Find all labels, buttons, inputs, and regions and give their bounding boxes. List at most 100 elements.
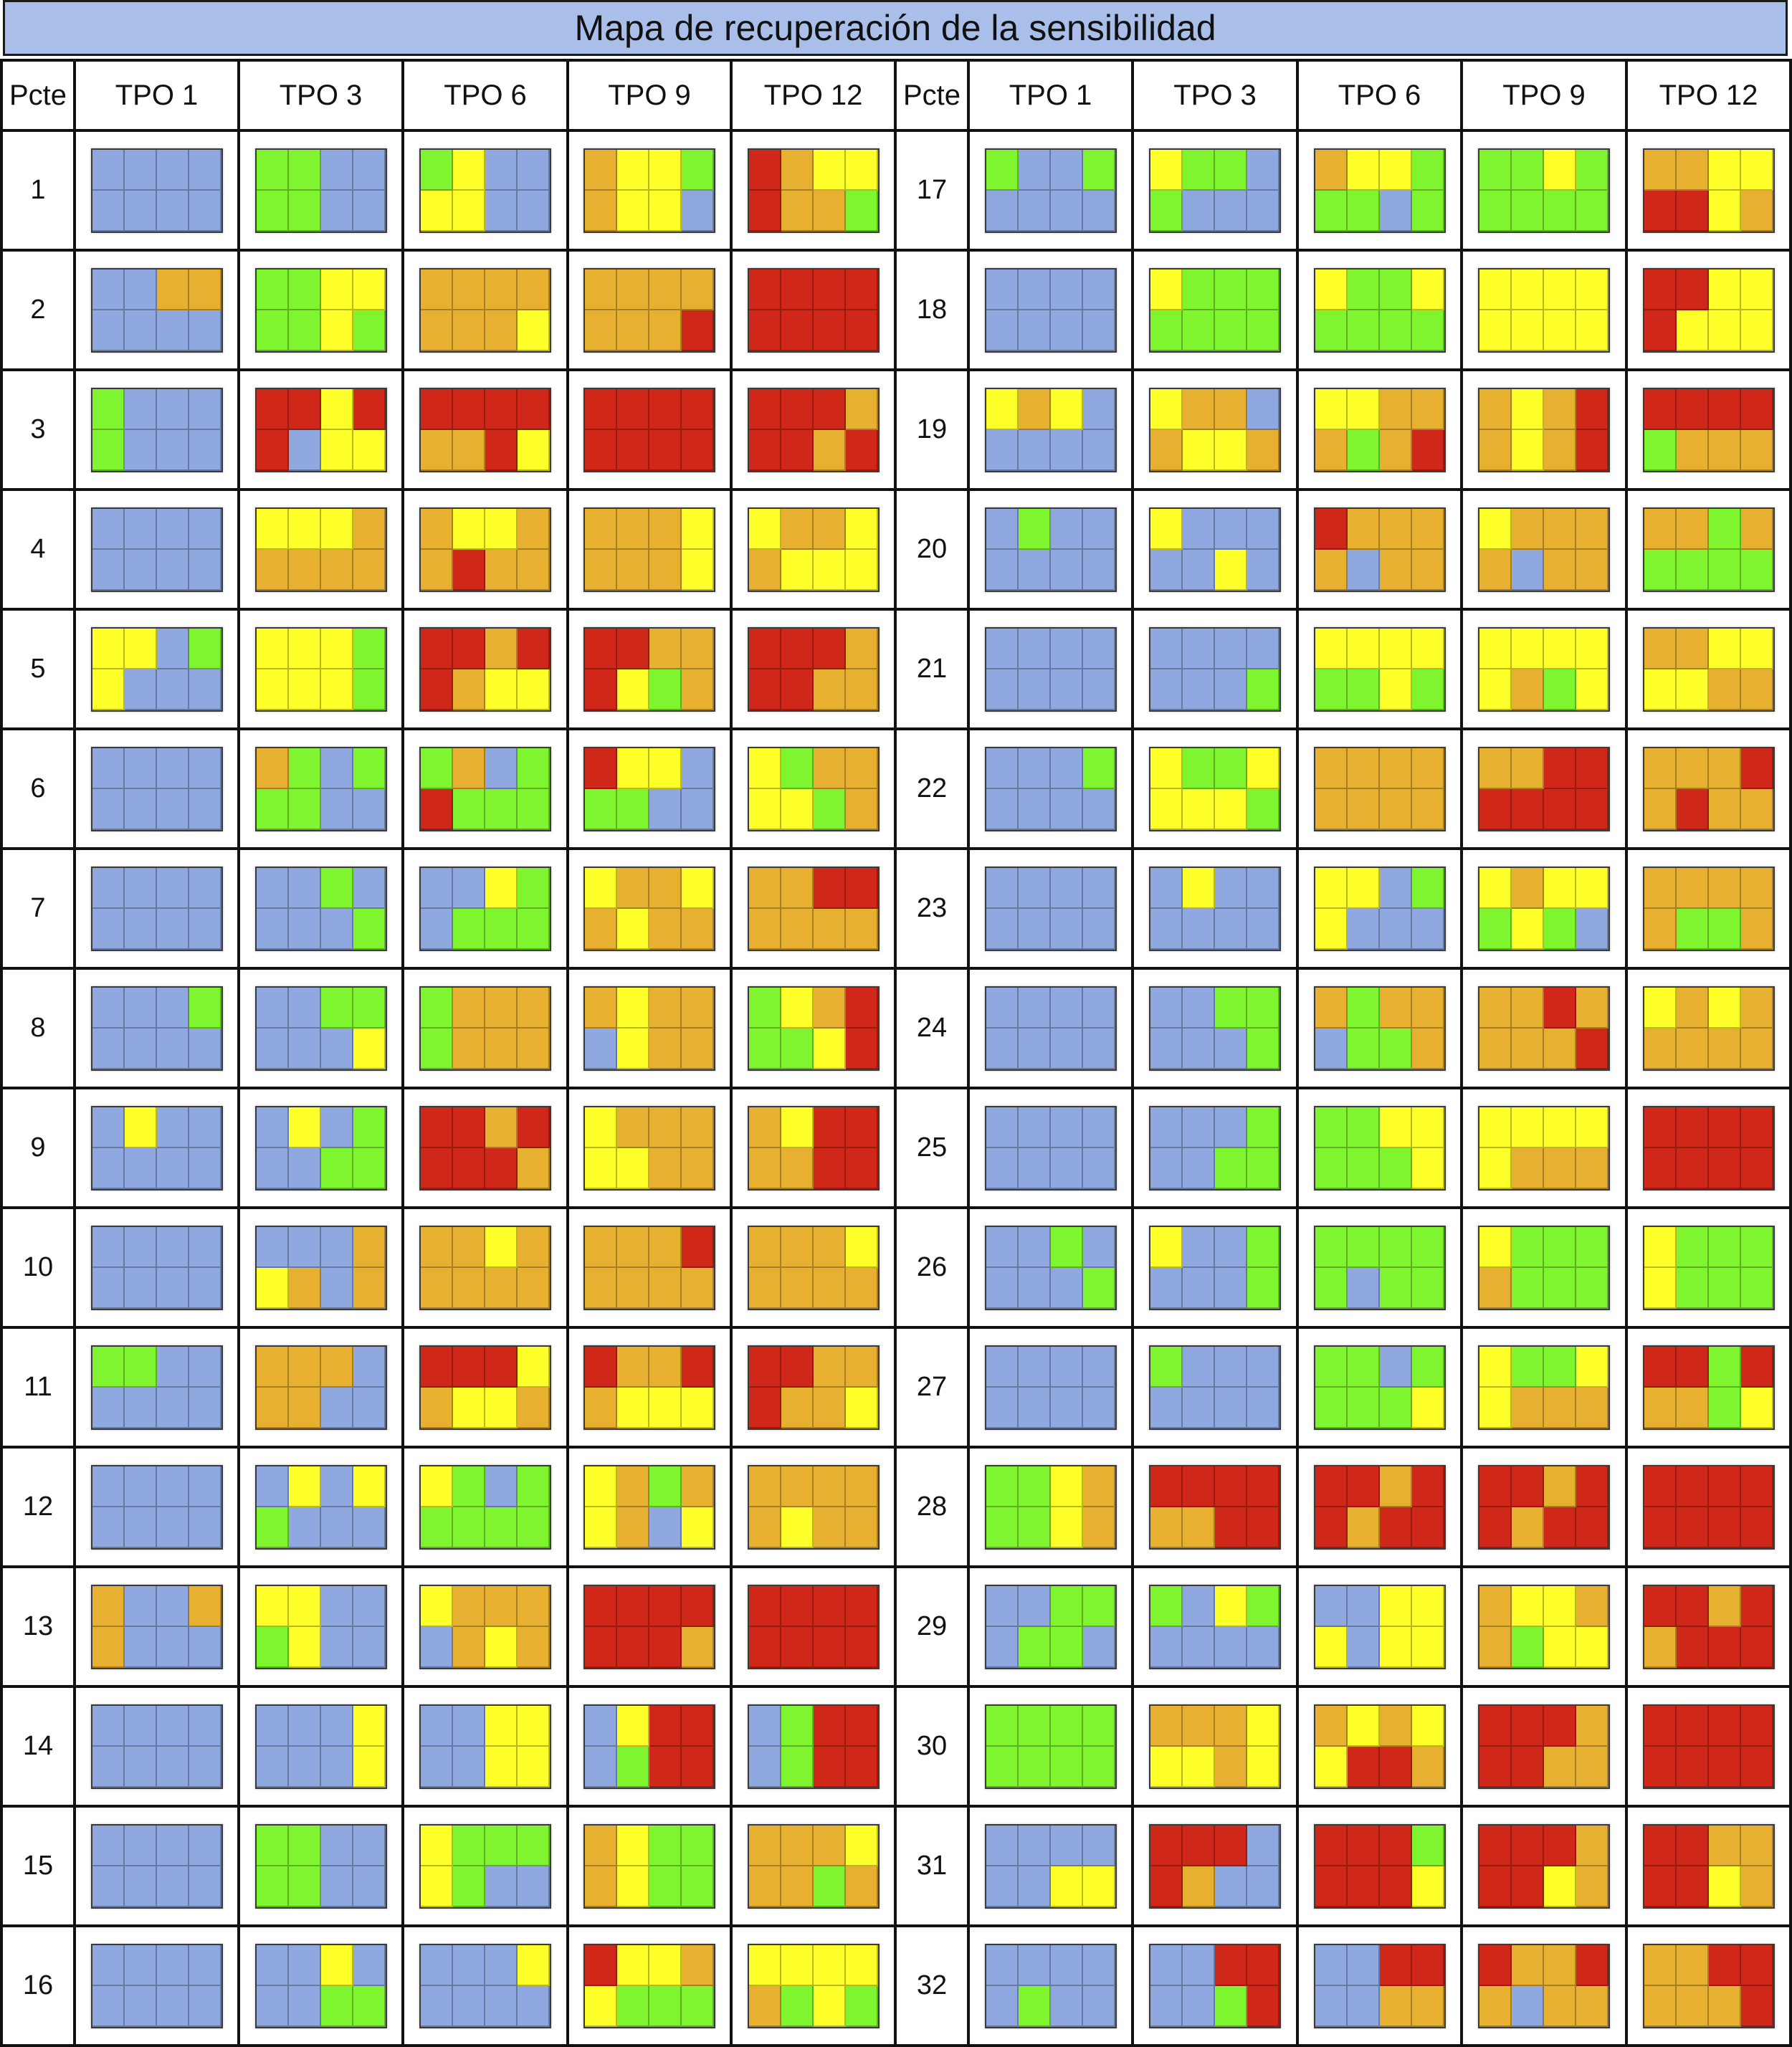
zone-orange	[1512, 1507, 1544, 1548]
zone-red	[1544, 987, 1576, 1029]
zone-orange	[682, 1945, 714, 1986]
zone-yellow	[1411, 1107, 1444, 1148]
zone-blue	[1315, 1985, 1348, 2027]
zone-orange	[813, 508, 846, 550]
zone-yellow	[1183, 1746, 1215, 1788]
zone-red	[518, 388, 550, 430]
zone-orange	[748, 867, 781, 909]
zone-orange	[1082, 1466, 1115, 1507]
zone-green	[485, 1507, 518, 1548]
sensitivity-map	[1149, 1225, 1281, 1310]
zone-green	[485, 908, 518, 950]
zone-red	[845, 1626, 878, 1668]
zone-orange	[585, 549, 617, 591]
zone-green	[1215, 1147, 1247, 1189]
zone-yellow	[617, 1028, 649, 1069]
sensitivity-map	[254, 1225, 387, 1310]
zone-red	[585, 1626, 617, 1668]
zone-green	[1215, 748, 1247, 789]
zone-red	[1676, 190, 1709, 232]
zone-blue	[1082, 508, 1115, 550]
sensitivity-map	[984, 1943, 1117, 2028]
zone-orange	[682, 628, 714, 669]
map-cell	[1628, 371, 1792, 491]
sensitivity-map	[984, 1823, 1117, 1909]
zone-yellow	[1544, 1626, 1576, 1668]
map-cell	[970, 1449, 1134, 1568]
sensitivity-map	[419, 626, 551, 712]
zone-blue	[1183, 1626, 1215, 1668]
map-cell	[733, 611, 897, 730]
zone-yellow	[485, 867, 518, 909]
map-cell	[569, 1089, 733, 1209]
zone-yellow	[1576, 310, 1608, 351]
zone-orange	[682, 1028, 714, 1069]
zone-blue	[189, 748, 221, 789]
patient-id: 30	[897, 1688, 970, 1808]
map-cell	[1299, 1209, 1463, 1329]
zone-yellow	[453, 149, 485, 191]
zone-blue	[353, 867, 386, 909]
zone-blue	[156, 788, 189, 830]
zone-yellow	[320, 310, 353, 351]
map-cell	[569, 1568, 733, 1688]
zone-blue	[353, 149, 386, 191]
sensitivity-map	[1313, 1584, 1446, 1669]
zone-blue	[256, 1028, 289, 1069]
sensitivity-map	[1149, 1584, 1281, 1669]
zone-blue	[320, 1226, 353, 1268]
zone-orange	[1512, 1387, 1544, 1428]
zone-blue	[585, 1028, 617, 1069]
zone-blue	[256, 1147, 289, 1189]
zone-green	[1411, 1825, 1444, 1866]
map-cell	[1299, 491, 1463, 611]
zone-red	[1740, 1746, 1773, 1788]
zone-orange	[649, 987, 682, 1029]
zone-blue	[1082, 628, 1115, 669]
zone-orange	[813, 1825, 846, 1866]
zone-green	[353, 1147, 386, 1189]
sensitivity-map	[1313, 1345, 1446, 1430]
zone-orange	[1708, 1585, 1741, 1627]
sensitivity-map	[747, 1105, 880, 1190]
zone-blue	[156, 1866, 189, 1907]
zone-yellow	[1215, 788, 1247, 830]
zone-yellow	[1050, 1866, 1083, 1907]
zone-orange	[1644, 867, 1677, 909]
zone-blue	[156, 748, 189, 789]
zone-blue	[1050, 1147, 1083, 1189]
zone-yellow	[1411, 1147, 1444, 1189]
zone-blue	[124, 748, 157, 789]
zone-blue	[1215, 669, 1247, 710]
zone-red	[1544, 748, 1576, 789]
zone-orange	[649, 1147, 682, 1189]
zone-yellow	[1347, 1705, 1380, 1747]
zone-orange	[813, 1387, 846, 1428]
zone-blue	[353, 1626, 386, 1668]
zone-orange	[748, 1985, 781, 2027]
zone-green	[781, 748, 814, 789]
zone-blue	[1018, 987, 1051, 1029]
zone-blue	[92, 549, 125, 591]
zone-blue	[124, 1866, 157, 1907]
map-cell	[1299, 611, 1463, 730]
zone-orange	[1644, 748, 1677, 789]
sensitivity-map	[419, 1105, 551, 1190]
zone-yellow	[1183, 788, 1215, 830]
sensitivity-map	[984, 1704, 1117, 1789]
zone-orange	[1676, 1387, 1709, 1428]
zone-orange	[1082, 1507, 1115, 1548]
zone-orange	[1576, 1985, 1608, 2027]
zone-yellow	[585, 1107, 617, 1148]
zone-blue	[1183, 1226, 1215, 1268]
zone-red	[1576, 788, 1608, 830]
zone-orange	[781, 190, 814, 232]
map-cell	[970, 850, 1134, 970]
zone-red	[1644, 1705, 1677, 1747]
zone-green	[845, 190, 878, 232]
zone-blue	[92, 908, 125, 950]
sensitivity-map	[747, 1225, 880, 1310]
zone-blue	[1082, 190, 1115, 232]
zone-red	[748, 149, 781, 191]
zone-green	[1544, 1267, 1576, 1309]
